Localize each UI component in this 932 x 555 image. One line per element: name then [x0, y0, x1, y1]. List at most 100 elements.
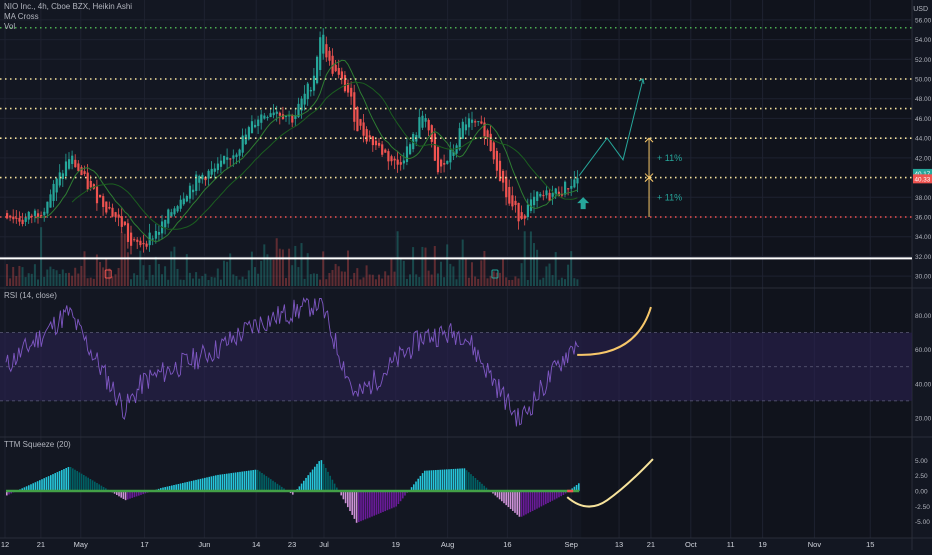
- rsi-legend[interactable]: RSI (14, close): [4, 291, 57, 301]
- squeeze-bar: [281, 486, 283, 491]
- candle: [18, 217, 21, 222]
- volume-bar: [464, 257, 467, 286]
- candle: [390, 156, 393, 162]
- squeeze-tick-label: 5.00: [915, 458, 928, 465]
- squeeze-bar: [298, 486, 301, 491]
- candle: [235, 154, 238, 158]
- symbol-title[interactable]: NIO Inc., 4h, Cboe BZX, Heikin Ashi: [4, 2, 133, 11]
- candle: [219, 160, 223, 167]
- volume-bar: [337, 266, 340, 286]
- percent-annotation[interactable]: + 11%: [657, 153, 682, 163]
- volume-bar: [536, 249, 539, 286]
- volume-bar: [489, 275, 492, 286]
- squeeze-bar: [386, 491, 389, 511]
- x-tick-label-19: 19: [758, 540, 766, 549]
- volume-bar: [322, 251, 325, 286]
- volume-bar: [111, 276, 114, 286]
- volume-bar: [306, 253, 309, 286]
- rsi-tick-label: 20.00: [915, 415, 932, 422]
- squeeze-bar: [300, 483, 303, 491]
- squeeze-bar: [410, 487, 413, 491]
- squeeze-bar: [446, 469, 448, 491]
- volume-bar: [89, 277, 92, 286]
- squeeze-bar: [430, 470, 433, 491]
- volume-bar: [449, 263, 452, 286]
- squeeze-projection-curve[interactable]: [566, 458, 654, 508]
- candle: [306, 83, 309, 100]
- candle: [340, 71, 343, 79]
- candle: [40, 215, 43, 217]
- squeeze-bar: [549, 491, 551, 502]
- squeeze-bar: [428, 470, 430, 491]
- candle: [381, 144, 384, 155]
- volume-bar: [455, 279, 458, 286]
- volume-bar: [61, 269, 64, 286]
- candle: [46, 201, 49, 214]
- squeeze-bar: [87, 477, 89, 491]
- squeeze-legend[interactable]: TTM Squeeze (20): [4, 440, 71, 450]
- candle: [201, 174, 204, 180]
- candle: [188, 185, 192, 199]
- candle: [285, 116, 288, 118]
- candle: [133, 239, 136, 241]
- earnings-marker-icon[interactable]: [104, 269, 112, 279]
- squeeze-bar: [72, 468, 74, 491]
- volume-bar: [114, 274, 117, 286]
- volume-bar: [52, 269, 55, 286]
- dividend-marker-icon[interactable]: [491, 269, 499, 279]
- candle: [570, 185, 573, 189]
- rsi-projection-curve[interactable]: [577, 306, 652, 356]
- volume-bar: [232, 274, 235, 286]
- x-tick-label-Oct: Oct: [685, 540, 698, 549]
- candle: [529, 199, 533, 211]
- squeeze-bar: [36, 481, 39, 491]
- buy-arrow-icon[interactable]: [577, 197, 590, 210]
- volume-bar: [309, 274, 312, 286]
- volume-bar: [446, 244, 449, 286]
- volume-bar: [170, 251, 173, 286]
- volume-bar: [288, 248, 291, 286]
- candle: [55, 178, 58, 193]
- volume-bar: [272, 259, 275, 286]
- squeeze-bar: [63, 469, 65, 491]
- ma-cross-legend[interactable]: MA Cross: [4, 12, 39, 21]
- volume-bar: [254, 267, 256, 286]
- price-tick-label: 56.00: [915, 17, 932, 24]
- squeeze-bar: [47, 476, 50, 491]
- squeeze-bar: [127, 491, 129, 500]
- rsi-title: RSI (14, close): [4, 291, 57, 300]
- price-tick-label: 38.00: [915, 195, 932, 202]
- squeeze-bar: [221, 474, 224, 491]
- squeeze-bar: [56, 472, 59, 491]
- squeeze-bar: [160, 488, 162, 491]
- squeeze-bar: [531, 491, 534, 511]
- candle: [343, 75, 347, 92]
- volume-bar: [238, 279, 241, 286]
- volume-bar: [545, 266, 548, 286]
- projection-path[interactable]: [578, 78, 644, 176]
- candle: [316, 56, 319, 84]
- volume-bar: [55, 270, 58, 286]
- candle: [130, 232, 133, 246]
- volume-bar: [71, 275, 74, 286]
- volume-bar: [68, 272, 70, 286]
- squeeze-bar: [421, 473, 424, 491]
- volume-bar: [427, 270, 430, 286]
- volume-bar: [502, 257, 504, 286]
- volume-bar: [539, 279, 542, 286]
- volume-bar: [235, 276, 238, 286]
- rsi-tick-label: 40.00: [915, 381, 932, 388]
- candle: [105, 201, 108, 213]
- vol-legend[interactable]: Vol: [4, 22, 16, 31]
- candle: [167, 209, 170, 224]
- squeeze-bar: [193, 480, 195, 491]
- squeeze-bar: [98, 484, 100, 491]
- squeeze-bar: [375, 491, 378, 515]
- volume-bar: [353, 272, 356, 286]
- volume-bar: [452, 266, 455, 286]
- percent-annotation[interactable]: + 11%: [657, 192, 682, 202]
- volume-bar: [402, 260, 405, 286]
- candle: [108, 207, 111, 209]
- squeeze-bar: [551, 491, 554, 501]
